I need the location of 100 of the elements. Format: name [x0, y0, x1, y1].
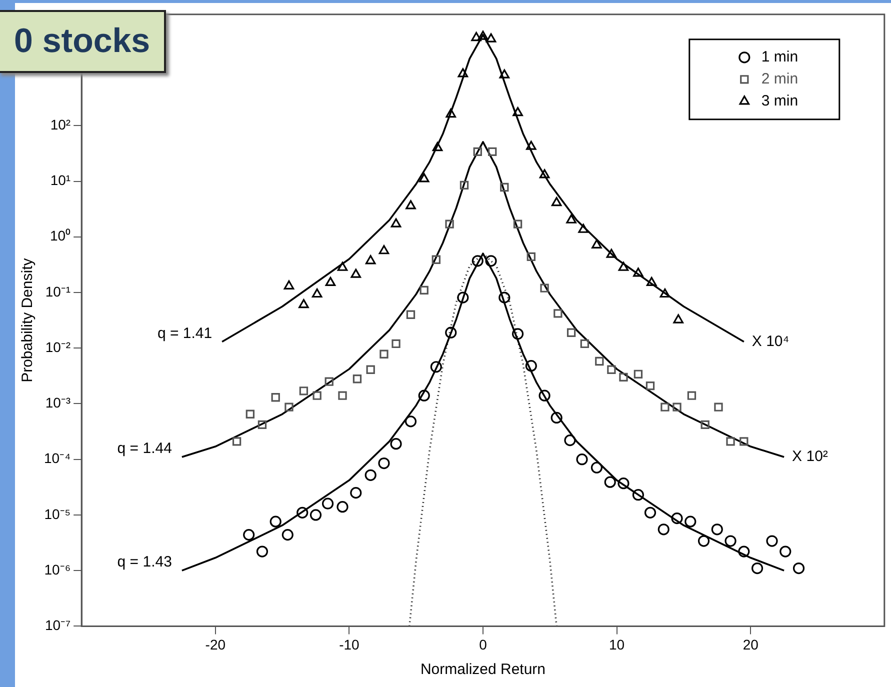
point	[312, 288, 322, 298]
y-tick-label: 10⁻¹	[45, 283, 71, 300]
chart-title: 0 stocks	[0, 10, 166, 73]
point	[740, 437, 748, 446]
point	[634, 370, 643, 379]
point	[513, 220, 522, 228]
x-tick-label: -10	[339, 636, 360, 652]
point	[658, 524, 670, 536]
point	[714, 402, 723, 412]
point	[792, 562, 805, 574]
point	[550, 412, 562, 424]
point	[446, 108, 456, 118]
point	[646, 276, 657, 286]
point	[258, 420, 267, 430]
annotation: X 10²	[792, 448, 828, 466]
point	[671, 512, 683, 524]
annotation: X 10⁴	[752, 332, 790, 350]
point	[660, 288, 670, 298]
y-tick-label: 10²	[50, 116, 71, 132]
point	[619, 372, 628, 382]
point	[618, 478, 630, 490]
point	[751, 562, 764, 574]
point	[607, 365, 616, 374]
annotation: q = 1.43	[117, 554, 172, 571]
x-tick-label: -20	[205, 636, 226, 652]
point	[540, 284, 549, 292]
point	[232, 437, 242, 446]
point	[554, 309, 562, 318]
point	[338, 391, 347, 400]
point	[738, 546, 750, 558]
point	[578, 224, 588, 233]
point	[325, 276, 336, 286]
y-tick-label: 10¹	[50, 172, 71, 188]
point	[404, 416, 417, 428]
point	[284, 280, 294, 290]
point	[566, 328, 576, 337]
point	[486, 33, 496, 42]
point	[296, 506, 308, 518]
legend-label: 3 min	[761, 92, 798, 110]
point	[726, 437, 735, 446]
point	[660, 402, 670, 412]
point	[526, 252, 536, 262]
point	[430, 361, 442, 373]
point	[512, 328, 524, 340]
point	[566, 214, 576, 224]
point	[618, 262, 629, 271]
x-axis-title: Normalized Return	[420, 661, 546, 678]
point	[324, 377, 334, 386]
point	[684, 516, 696, 528]
point	[498, 292, 510, 304]
point	[366, 365, 375, 374]
point	[525, 360, 537, 372]
point	[282, 528, 294, 541]
x-tick-label: 20	[742, 636, 759, 652]
point	[364, 469, 376, 481]
point	[337, 262, 348, 271]
point	[270, 516, 282, 528]
point	[698, 535, 710, 547]
line-series	[408, 252, 558, 626]
point	[256, 546, 268, 558]
point	[350, 268, 362, 278]
point	[711, 524, 723, 536]
point	[445, 326, 457, 338]
point	[499, 69, 510, 78]
point	[271, 393, 280, 402]
point	[390, 218, 402, 228]
point	[766, 535, 778, 547]
x-tick-label: 10	[609, 636, 625, 652]
legend-label: 2 min	[761, 70, 798, 88]
point	[595, 356, 604, 366]
point	[580, 339, 590, 348]
point	[526, 140, 536, 150]
point	[687, 391, 696, 400]
point	[780, 546, 792, 558]
point	[646, 381, 655, 390]
point	[460, 180, 469, 190]
point	[352, 374, 362, 384]
point	[284, 402, 294, 412]
point	[673, 314, 684, 324]
point	[378, 457, 390, 470]
point	[336, 501, 348, 513]
point	[590, 462, 603, 474]
point	[592, 239, 602, 248]
y-tick-label: 10⁰	[50, 228, 71, 244]
point	[445, 220, 454, 228]
point	[312, 391, 322, 400]
point	[471, 32, 482, 42]
point	[420, 286, 428, 295]
point	[350, 487, 362, 499]
point	[418, 173, 430, 182]
point	[380, 350, 388, 358]
y-axis-title: Probability Density	[19, 258, 36, 382]
legend-label: 1 min	[761, 48, 798, 66]
annotation: q = 1.41	[157, 324, 212, 342]
point	[432, 142, 443, 152]
point	[432, 255, 440, 264]
point	[488, 147, 497, 156]
point	[724, 535, 736, 547]
point	[538, 390, 550, 402]
point	[551, 196, 562, 206]
